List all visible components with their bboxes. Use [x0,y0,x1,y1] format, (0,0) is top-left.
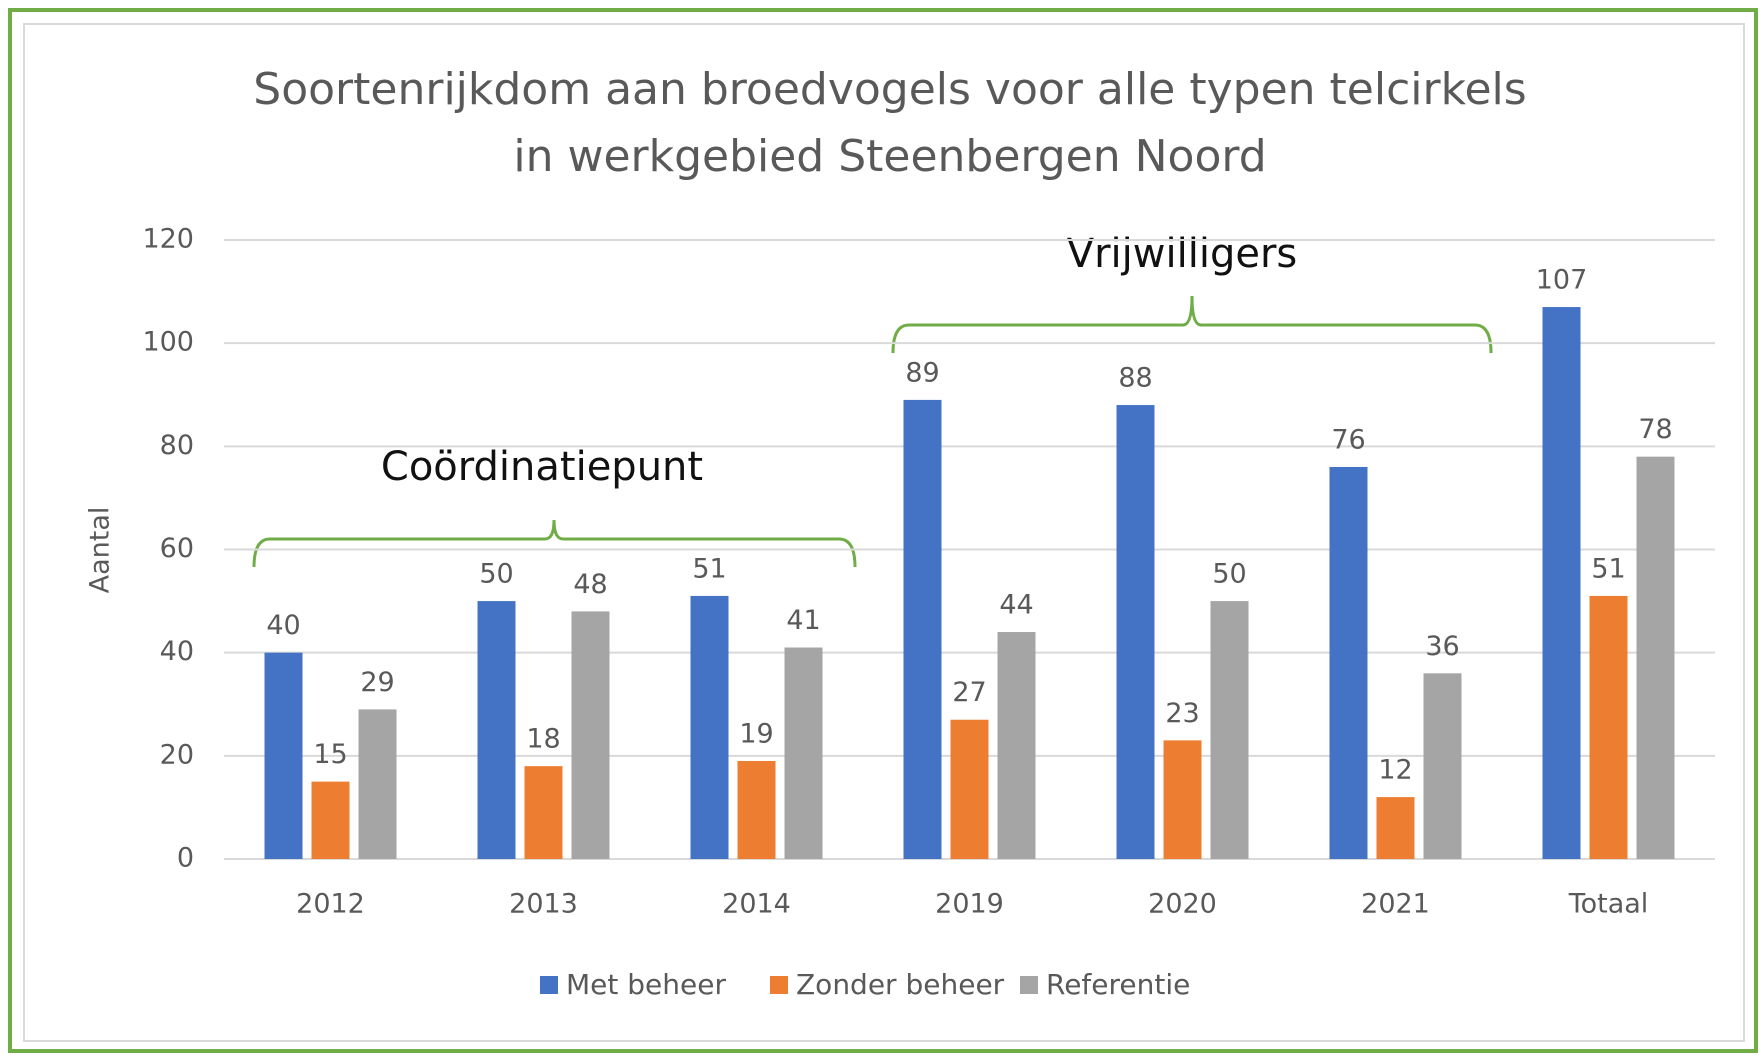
data-label: 40 [266,610,300,641]
annotation: Coördinatiepunt [381,444,703,490]
data-label: 27 [952,677,986,708]
chart-title: Soortenrijkdom aan broedvogels voor alle… [253,64,1526,115]
bar [1116,405,1155,859]
bar [737,760,776,859]
data-label: 48 [573,569,607,600]
bar [358,709,397,859]
x-tick-label: 2020 [1148,889,1217,920]
bar [311,781,350,859]
data-label: 12 [1378,755,1412,786]
frame [8,8,1758,1053]
bar [903,399,942,859]
data-label: 51 [692,553,726,584]
bar [1163,740,1202,859]
bar [524,766,563,859]
bar [1423,673,1462,859]
x-tick-label: 2012 [296,889,365,920]
annotation: Vrijwilligers [1067,231,1298,277]
data-label: 36 [1425,631,1459,662]
bar [571,611,610,859]
legend-swatch [540,976,558,994]
bar [690,595,729,859]
bar [1589,595,1628,859]
data-label: 15 [313,739,347,770]
x-tick-label: Totaal [1568,889,1649,920]
y-tick-label: 60 [160,533,194,564]
bar [1542,307,1581,859]
y-tick-label: 40 [160,636,194,667]
data-label: 89 [905,357,939,388]
x-tick-label: 2014 [722,889,791,920]
bracket [891,295,1493,354]
data-label: 88 [1118,363,1152,394]
legend-swatch [1020,976,1038,994]
x-tick-label: 2019 [935,889,1004,920]
legend-label: Referentie [1046,968,1190,1001]
data-label: 41 [786,605,820,636]
legend-label: Met beheer [566,968,726,1001]
y-tick-label: 80 [160,430,194,461]
bar [1376,797,1415,859]
data-label: 19 [739,718,773,749]
chart-title: in werkgebied Steenbergen Noord [513,131,1266,182]
data-label: 51 [1591,553,1625,584]
y-tick-label: 20 [160,739,194,770]
bar [264,652,303,859]
data-label: 50 [479,559,513,590]
bar [950,719,989,859]
bar [784,647,823,859]
data-label: 23 [1165,698,1199,729]
legend-label: Zonder beheer [796,968,1005,1001]
y-tick-label: 0 [177,843,194,874]
data-label: 44 [999,590,1033,621]
bar [1329,466,1368,859]
bar [1636,456,1675,859]
bar [997,632,1036,859]
bar [1210,601,1249,859]
y-tick-label: 120 [142,224,194,255]
data-label: 76 [1331,424,1365,455]
data-label: 107 [1536,265,1588,296]
chart-area [23,23,1745,1042]
data-label: 29 [360,667,394,698]
legend-swatch [770,976,788,994]
x-tick-label: 2021 [1361,889,1430,920]
bracket [252,519,857,568]
data-label: 78 [1638,414,1672,445]
y-axis-label: Aantal [85,507,116,594]
bar [477,601,516,859]
y-tick-label: 100 [142,327,194,358]
x-tick-label: 2013 [509,889,578,920]
data-label: 18 [526,724,560,755]
data-label: 50 [1212,559,1246,590]
